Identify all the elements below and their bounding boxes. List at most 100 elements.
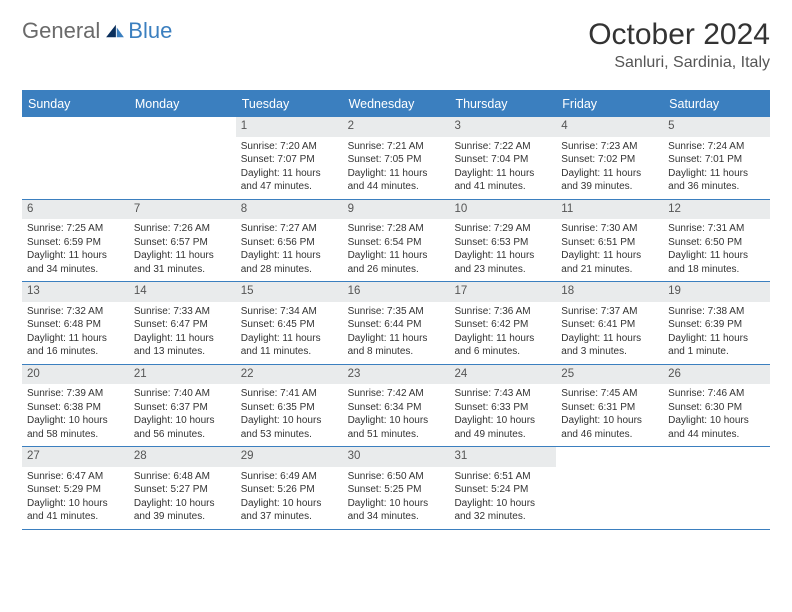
- day-body: Sunrise: 7:37 AMSunset: 6:41 PMDaylight:…: [556, 302, 663, 364]
- weekday-header-cell: Saturday: [663, 92, 770, 117]
- calendar-week-row: 13Sunrise: 7:32 AMSunset: 6:48 PMDayligh…: [22, 282, 770, 365]
- daylight-text: Daylight: 11 hours and 23 minutes.: [454, 249, 551, 276]
- sunrise-text: Sunrise: 7:29 AM: [454, 222, 551, 236]
- sunrise-text: Sunrise: 7:27 AM: [241, 222, 338, 236]
- day-body: Sunrise: 7:39 AMSunset: 6:38 PMDaylight:…: [22, 384, 129, 446]
- day-body: Sunrise: 7:46 AMSunset: 6:30 PMDaylight:…: [663, 384, 770, 446]
- sunset-text: Sunset: 7:02 PM: [561, 153, 658, 167]
- sunset-text: Sunset: 6:33 PM: [454, 401, 551, 415]
- day-body: Sunrise: 7:36 AMSunset: 6:42 PMDaylight:…: [449, 302, 556, 364]
- sunset-text: Sunset: 5:29 PM: [27, 483, 124, 497]
- day-body: Sunrise: 7:29 AMSunset: 6:53 PMDaylight:…: [449, 219, 556, 281]
- daylight-text: Daylight: 10 hours and 56 minutes.: [134, 414, 231, 441]
- sunset-text: Sunset: 6:44 PM: [348, 318, 445, 332]
- day-body: Sunrise: 7:41 AMSunset: 6:35 PMDaylight:…: [236, 384, 343, 446]
- calendar-grid: SundayMondayTuesdayWednesdayThursdayFrid…: [22, 90, 770, 530]
- day-body: Sunrise: 7:30 AMSunset: 6:51 PMDaylight:…: [556, 219, 663, 281]
- daylight-text: Daylight: 10 hours and 46 minutes.: [561, 414, 658, 441]
- page-header: General Blue October 2024 Sanluri, Sardi…: [22, 18, 770, 72]
- sunset-text: Sunset: 5:26 PM: [241, 483, 338, 497]
- sunset-text: Sunset: 6:38 PM: [27, 401, 124, 415]
- sunrise-text: Sunrise: 7:46 AM: [668, 387, 765, 401]
- sunrise-text: Sunrise: 7:26 AM: [134, 222, 231, 236]
- sunrise-text: Sunrise: 7:31 AM: [668, 222, 765, 236]
- day-body: Sunrise: 7:22 AMSunset: 7:04 PMDaylight:…: [449, 137, 556, 199]
- daylight-text: Daylight: 10 hours and 37 minutes.: [241, 497, 338, 524]
- calendar-day-cell: [22, 117, 129, 199]
- day-body: Sunrise: 6:51 AMSunset: 5:24 PMDaylight:…: [449, 467, 556, 529]
- calendar-day-cell: 4Sunrise: 7:23 AMSunset: 7:02 PMDaylight…: [556, 117, 663, 199]
- daylight-text: Daylight: 10 hours and 51 minutes.: [348, 414, 445, 441]
- day-body: [129, 121, 236, 129]
- day-number: 10: [449, 200, 556, 220]
- calendar-day-cell: 14Sunrise: 7:33 AMSunset: 6:47 PMDayligh…: [129, 282, 236, 364]
- sunset-text: Sunset: 6:51 PM: [561, 236, 658, 250]
- sunset-text: Sunset: 6:50 PM: [668, 236, 765, 250]
- daylight-text: Daylight: 10 hours and 34 minutes.: [348, 497, 445, 524]
- day-body: Sunrise: 7:33 AMSunset: 6:47 PMDaylight:…: [129, 302, 236, 364]
- calendar-day-cell: 13Sunrise: 7:32 AMSunset: 6:48 PMDayligh…: [22, 282, 129, 364]
- day-body: Sunrise: 7:43 AMSunset: 6:33 PMDaylight:…: [449, 384, 556, 446]
- daylight-text: Daylight: 11 hours and 34 minutes.: [27, 249, 124, 276]
- daylight-text: Daylight: 11 hours and 36 minutes.: [668, 167, 765, 194]
- sunrise-text: Sunrise: 7:30 AM: [561, 222, 658, 236]
- calendar-day-cell: 5Sunrise: 7:24 AMSunset: 7:01 PMDaylight…: [663, 117, 770, 199]
- sunset-text: Sunset: 6:41 PM: [561, 318, 658, 332]
- sunset-text: Sunset: 6:31 PM: [561, 401, 658, 415]
- day-body: Sunrise: 7:35 AMSunset: 6:44 PMDaylight:…: [343, 302, 450, 364]
- sunset-text: Sunset: 5:24 PM: [454, 483, 551, 497]
- sunrise-text: Sunrise: 7:28 AM: [348, 222, 445, 236]
- sunset-text: Sunset: 5:27 PM: [134, 483, 231, 497]
- calendar-day-cell: 16Sunrise: 7:35 AMSunset: 6:44 PMDayligh…: [343, 282, 450, 364]
- sunset-text: Sunset: 6:30 PM: [668, 401, 765, 415]
- sunrise-text: Sunrise: 6:49 AM: [241, 470, 338, 484]
- day-number: 15: [236, 282, 343, 302]
- weekday-header-cell: Tuesday: [236, 92, 343, 117]
- calendar-day-cell: 12Sunrise: 7:31 AMSunset: 6:50 PMDayligh…: [663, 200, 770, 282]
- daylight-text: Daylight: 11 hours and 11 minutes.: [241, 332, 338, 359]
- day-body: Sunrise: 7:26 AMSunset: 6:57 PMDaylight:…: [129, 219, 236, 281]
- day-body: Sunrise: 6:49 AMSunset: 5:26 PMDaylight:…: [236, 467, 343, 529]
- calendar-day-cell: 2Sunrise: 7:21 AMSunset: 7:05 PMDaylight…: [343, 117, 450, 199]
- calendar-day-cell: 3Sunrise: 7:22 AMSunset: 7:04 PMDaylight…: [449, 117, 556, 199]
- weekday-header-row: SundayMondayTuesdayWednesdayThursdayFrid…: [22, 92, 770, 117]
- day-body: Sunrise: 7:21 AMSunset: 7:05 PMDaylight:…: [343, 137, 450, 199]
- day-number: 8: [236, 200, 343, 220]
- sunset-text: Sunset: 6:56 PM: [241, 236, 338, 250]
- sunset-text: Sunset: 6:48 PM: [27, 318, 124, 332]
- calendar-day-cell: 6Sunrise: 7:25 AMSunset: 6:59 PMDaylight…: [22, 200, 129, 282]
- daylight-text: Daylight: 11 hours and 26 minutes.: [348, 249, 445, 276]
- daylight-text: Daylight: 10 hours and 39 minutes.: [134, 497, 231, 524]
- calendar-week-row: 6Sunrise: 7:25 AMSunset: 6:59 PMDaylight…: [22, 200, 770, 283]
- calendar-day-cell: 7Sunrise: 7:26 AMSunset: 6:57 PMDaylight…: [129, 200, 236, 282]
- sunrise-text: Sunrise: 7:35 AM: [348, 305, 445, 319]
- day-number: 3: [449, 117, 556, 137]
- calendar-week-row: 20Sunrise: 7:39 AMSunset: 6:38 PMDayligh…: [22, 365, 770, 448]
- calendar-week-row: 27Sunrise: 6:47 AMSunset: 5:29 PMDayligh…: [22, 447, 770, 530]
- calendar-week-row: 1Sunrise: 7:20 AMSunset: 7:07 PMDaylight…: [22, 117, 770, 200]
- calendar-day-cell: 27Sunrise: 6:47 AMSunset: 5:29 PMDayligh…: [22, 447, 129, 529]
- day-number: 2: [343, 117, 450, 137]
- calendar-day-cell: 28Sunrise: 6:48 AMSunset: 5:27 PMDayligh…: [129, 447, 236, 529]
- daylight-text: Daylight: 11 hours and 13 minutes.: [134, 332, 231, 359]
- day-number: 24: [449, 365, 556, 385]
- daylight-text: Daylight: 11 hours and 1 minute.: [668, 332, 765, 359]
- calendar-day-cell: 22Sunrise: 7:41 AMSunset: 6:35 PMDayligh…: [236, 365, 343, 447]
- sunset-text: Sunset: 6:37 PM: [134, 401, 231, 415]
- sunset-text: Sunset: 7:05 PM: [348, 153, 445, 167]
- daylight-text: Daylight: 11 hours and 28 minutes.: [241, 249, 338, 276]
- calendar-day-cell: [663, 447, 770, 529]
- day-number: 23: [343, 365, 450, 385]
- sunrise-text: Sunrise: 7:21 AM: [348, 140, 445, 154]
- calendar-day-cell: 30Sunrise: 6:50 AMSunset: 5:25 PMDayligh…: [343, 447, 450, 529]
- day-number: 29: [236, 447, 343, 467]
- day-body: Sunrise: 7:40 AMSunset: 6:37 PMDaylight:…: [129, 384, 236, 446]
- calendar-day-cell: 20Sunrise: 7:39 AMSunset: 6:38 PMDayligh…: [22, 365, 129, 447]
- brand-part1: General: [22, 18, 100, 44]
- sunrise-text: Sunrise: 7:25 AM: [27, 222, 124, 236]
- sunset-text: Sunset: 7:01 PM: [668, 153, 765, 167]
- weekday-header-cell: Monday: [129, 92, 236, 117]
- sunrise-text: Sunrise: 7:36 AM: [454, 305, 551, 319]
- calendar-day-cell: 31Sunrise: 6:51 AMSunset: 5:24 PMDayligh…: [449, 447, 556, 529]
- daylight-text: Daylight: 11 hours and 47 minutes.: [241, 167, 338, 194]
